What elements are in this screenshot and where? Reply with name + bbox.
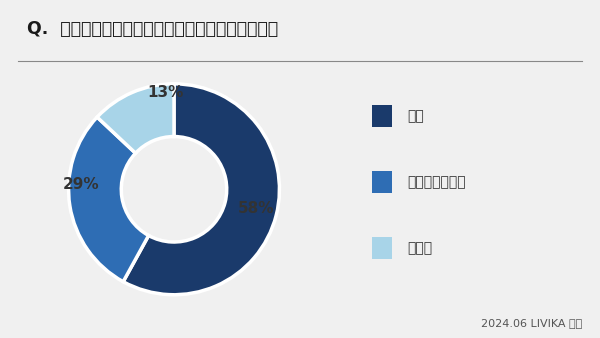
Text: 13%: 13% xyxy=(148,85,184,100)
Text: いいえ: いいえ xyxy=(407,241,432,255)
Wedge shape xyxy=(123,84,280,295)
FancyBboxPatch shape xyxy=(372,171,392,193)
FancyBboxPatch shape xyxy=(372,105,392,127)
Text: どちらでもない: どちらでもない xyxy=(407,175,466,189)
Text: 2024.06 LIVIKA 調査: 2024.06 LIVIKA 調査 xyxy=(481,318,582,328)
Text: はい: はい xyxy=(407,109,424,123)
FancyBboxPatch shape xyxy=(372,237,392,259)
Text: 29%: 29% xyxy=(63,176,100,192)
Wedge shape xyxy=(97,84,174,153)
Wedge shape xyxy=(68,117,149,282)
Text: Q.  またオール電化の住宅に住みたいと思いますか: Q. またオール電化の住宅に住みたいと思いますか xyxy=(27,20,278,38)
Text: 58%: 58% xyxy=(238,201,275,216)
